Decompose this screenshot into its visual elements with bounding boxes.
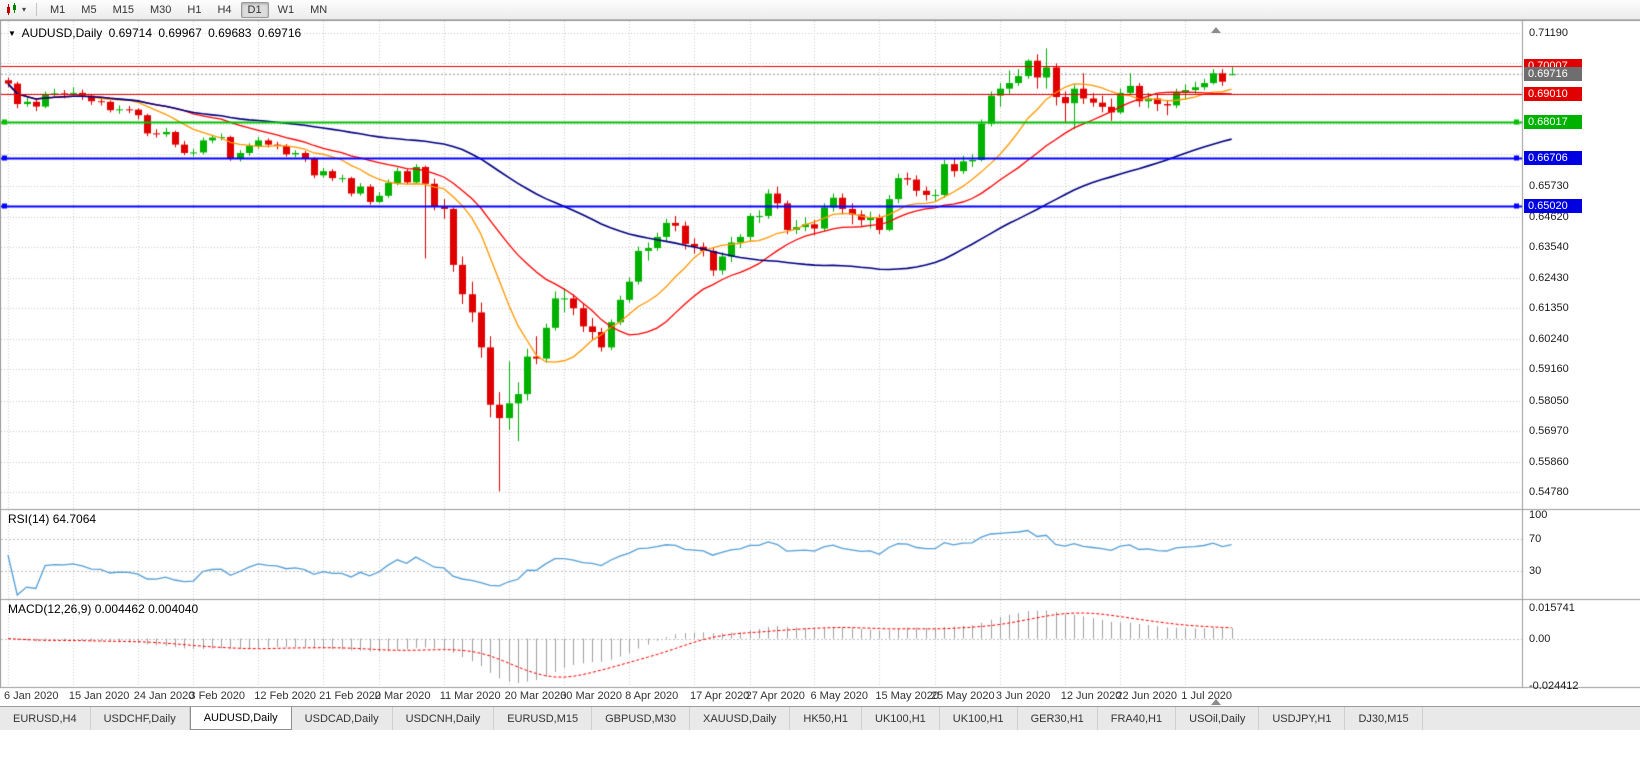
toolbar-separator [36, 3, 38, 16]
timeframe-button-d1[interactable]: D1 [240, 1, 269, 18]
toolbar: ▾ M1 M5 M15 M30 H1 H4 D1 W1 MN [0, 0, 1640, 20]
chart-tab-xauusd-daily[interactable]: XAUUSD,Daily [690, 707, 791, 730]
chart-tab-uk100-h1[interactable]: UK100,H1 [940, 707, 1018, 730]
chart-tab-fra40-h1[interactable]: FRA40,H1 [1098, 707, 1177, 730]
dropdown-arrow-icon: ▾ [22, 5, 27, 14]
timeframe-button-w1[interactable]: W1 [277, 3, 295, 16]
chart-tab-usdcad-daily[interactable]: USDCAD,Daily [292, 707, 393, 730]
chart-tab-gbpusd-m30[interactable]: GBPUSD,M30 [592, 707, 691, 730]
chart-canvas[interactable] [0, 20, 1640, 706]
chart-type-icon[interactable]: ▾ [0, 0, 31, 19]
candlestick-chart-icon [7, 3, 16, 15]
chart-tab-eurusd-m15[interactable]: EURUSD,M15 [494, 707, 593, 730]
timeframe-button-m5[interactable]: M5 [81, 3, 97, 16]
timeframe-button-h1[interactable]: H1 [187, 3, 202, 16]
chart-tab-usdcnh-daily[interactable]: USDCNH,Daily [393, 707, 495, 730]
timeframe-button-mn[interactable]: MN [310, 3, 328, 16]
chart-tab-usdchf-daily[interactable]: USDCHF,Daily [91, 707, 190, 730]
chart-tab-usoil-daily[interactable]: USOil,Daily [1176, 707, 1260, 730]
chart-tab-audusd-daily[interactable]: AUDUSD,Daily [189, 707, 292, 730]
chart-tab-usdjpy-h1[interactable]: USDJPY,H1 [1259, 707, 1346, 730]
chart-shift-marker-top[interactable] [1211, 27, 1221, 33]
chart-tab-dj30-m15[interactable]: DJ30,M15 [1345, 707, 1423, 730]
timeframe-button-m30[interactable]: M30 [149, 3, 172, 16]
timeframe-button-h4[interactable]: H4 [217, 3, 232, 16]
chart-shift-marker-bottom[interactable] [1211, 699, 1221, 705]
timeframe-buttons: M1 M5 M15 M30 H1 H4 D1 W1 MN [42, 0, 335, 19]
chart-tab-eurusd-h4[interactable]: EURUSD,H4 [0, 707, 91, 730]
chart-tab-uk100-h1[interactable]: UK100,H1 [862, 707, 940, 730]
chart-tab-bar: EURUSD,H4 USDCHF,Daily AUDUSD,Daily USDCAD,… [0, 706, 1640, 730]
chart-tab-hk50-h1[interactable]: HK50,H1 [790, 707, 863, 730]
timeframe-button-m15[interactable]: M15 [112, 3, 134, 16]
chart-tab-ger30-h1[interactable]: GER30,H1 [1018, 707, 1098, 730]
timeframe-button-m1[interactable]: M1 [50, 3, 66, 16]
